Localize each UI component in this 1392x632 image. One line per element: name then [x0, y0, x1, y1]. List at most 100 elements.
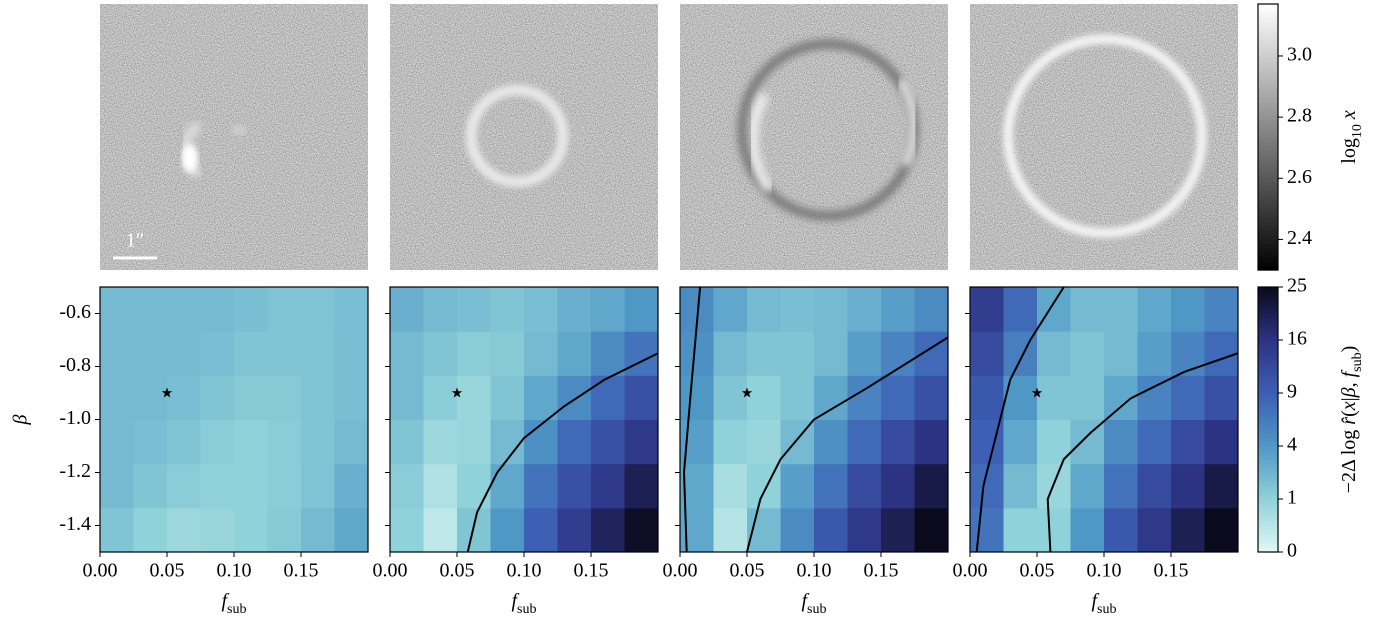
- heatmap-cell: [747, 287, 781, 332]
- heatmap-cell: [524, 375, 558, 420]
- heatmap-cell: [390, 375, 424, 420]
- x-axis-label: fsub: [221, 590, 246, 617]
- heatmap-cell: [970, 375, 1004, 420]
- colorbar-swatch: [1258, 494, 1278, 500]
- heatmap-cell: [847, 331, 882, 376]
- heatmap-cell: [1204, 331, 1239, 376]
- colorbar-swatch: [1258, 181, 1278, 187]
- heatmap-cell: [780, 287, 815, 332]
- heatmap-cell: [423, 463, 458, 509]
- colorbar-swatch: [1258, 194, 1278, 200]
- heatmap-cell: [390, 507, 424, 553]
- x-tick-label: 0.15: [1154, 560, 1189, 582]
- heatmap-cell: [423, 331, 458, 376]
- x-tick-label: 0.15: [864, 560, 899, 582]
- heatmap-cell: [914, 419, 949, 465]
- colorbar-swatch: [1258, 79, 1278, 85]
- colorbar-swatch: [1258, 70, 1278, 76]
- heatmap-cell: [713, 463, 748, 509]
- heatmap-cell: [167, 507, 201, 553]
- heatmap-cell: [1137, 331, 1172, 376]
- y-tick-label: -1.0: [59, 407, 91, 429]
- x-axis-label: fsub: [801, 590, 826, 617]
- colorbar-swatch: [1258, 490, 1278, 496]
- lens-image: 1″: [100, 4, 368, 270]
- heatmap-cell: [1171, 507, 1205, 553]
- heatmap-cell: [914, 375, 949, 420]
- colorbar-swatch: [1258, 212, 1278, 218]
- colorbar-swatch: [1258, 110, 1278, 116]
- heatmap: [970, 287, 1239, 553]
- heatmap-cell: [814, 331, 848, 376]
- heatmap-cell: [167, 287, 201, 332]
- colorbar-swatch: [1258, 291, 1278, 297]
- colorbar-swatch: [1258, 154, 1278, 160]
- colorbar-tick-label: 2.6: [1287, 166, 1312, 188]
- colorbar-swatch: [1258, 8, 1278, 14]
- truth-marker: [741, 387, 753, 398]
- heatmap-cell: [524, 419, 558, 465]
- colorbar-swatch: [1258, 423, 1278, 429]
- colorbar-swatch: [1258, 459, 1278, 465]
- colorbar-swatch: [1258, 39, 1278, 45]
- heatmap-cell: [390, 463, 424, 509]
- heatmap-cell: [747, 375, 781, 420]
- lens-image: [390, 4, 658, 270]
- colorbar-tick-label: 16: [1287, 328, 1307, 350]
- heatmap-cell: [1104, 419, 1138, 465]
- heatmap-cell: [624, 419, 659, 465]
- colorbar-swatch: [1258, 132, 1278, 138]
- colorbar-swatch: [1258, 437, 1278, 443]
- label-part: ,: [1338, 377, 1360, 387]
- heatmap-cell: [1171, 375, 1205, 420]
- colorbar-swatch: [1258, 185, 1278, 191]
- colorbar-tick-label: 4: [1287, 434, 1297, 456]
- heatmap-cell: [1137, 375, 1172, 420]
- heatmap-cell: [100, 287, 134, 332]
- colorbar-swatch: [1258, 521, 1278, 527]
- heatmap-cell: [234, 287, 268, 332]
- colorbar-swatch: [1258, 419, 1278, 425]
- heatmap-cell: [881, 507, 915, 553]
- label-part: f: [1091, 590, 1099, 612]
- colorbar-tick-label: 0: [1287, 540, 1297, 562]
- colorbar-swatch: [1258, 52, 1278, 58]
- heatmap-cell: [680, 375, 714, 420]
- label-part: β: [1338, 387, 1360, 398]
- heatmap-cell: [334, 375, 369, 420]
- heatmap-cell: [133, 463, 168, 509]
- heatmap-cell: [591, 419, 625, 465]
- colorbar-swatch: [1258, 105, 1278, 111]
- contour: [975, 286, 1065, 553]
- heatmap-cell: [713, 375, 748, 420]
- heatmap-cell: [881, 375, 915, 420]
- heatmap-cell: [390, 287, 424, 332]
- heatmap: [680, 287, 949, 553]
- heatmap-cell: [100, 419, 134, 465]
- colorbar-swatch: [1258, 428, 1278, 434]
- colorbar-swatch: [1258, 454, 1278, 460]
- heatmap-cell: [1204, 419, 1239, 465]
- colorbar-swatch: [1258, 295, 1278, 301]
- colorbar-tick-label: 1: [1287, 487, 1297, 509]
- heatmap-cell: [914, 331, 949, 376]
- label-part: sub: [1350, 352, 1365, 371]
- heatmap-cell: [557, 331, 592, 376]
- heatmap-cell: [1104, 463, 1138, 509]
- heatmap-cell: [624, 331, 659, 376]
- heatmap-cell: [814, 287, 848, 332]
- heatmap-cell: [301, 287, 335, 332]
- colorbar-swatch: [1258, 265, 1278, 271]
- colorbar-swatch: [1258, 543, 1278, 549]
- heatmap-cell: [200, 287, 235, 332]
- heatmap-cell: [390, 331, 424, 376]
- label-part: sub: [517, 602, 536, 617]
- colorbar-swatch: [1258, 331, 1278, 337]
- heatmap-cell: [1003, 419, 1038, 465]
- heatmap-cell: [713, 419, 748, 465]
- colorbar-swatch: [1258, 141, 1278, 147]
- colorbar-swatch: [1258, 243, 1278, 249]
- x-tick-label: 0.05: [150, 560, 185, 582]
- heatmap-cell: [970, 507, 1004, 553]
